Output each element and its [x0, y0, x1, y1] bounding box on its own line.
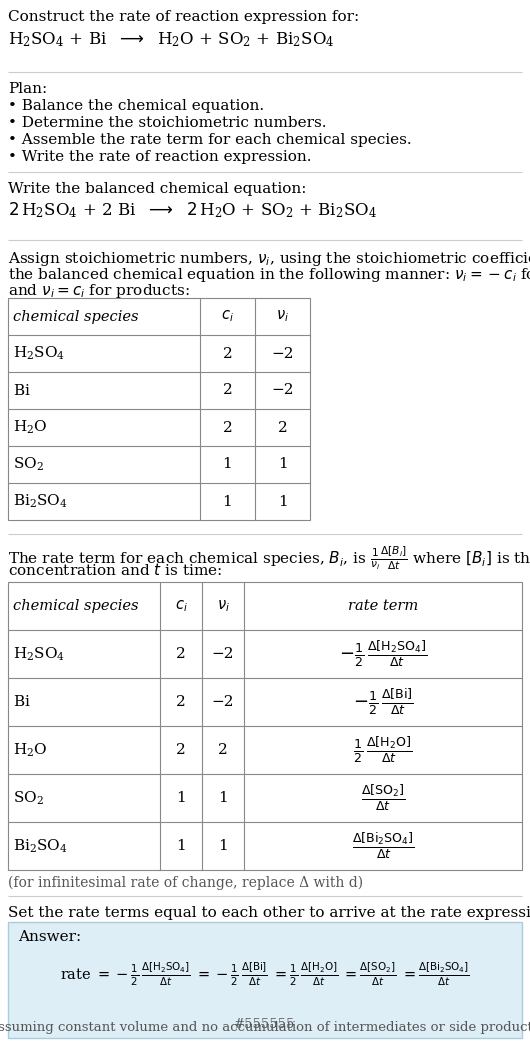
Text: $c_i$: $c_i$ [221, 309, 234, 325]
Text: 2: 2 [278, 421, 287, 434]
Text: 2: 2 [223, 421, 232, 434]
Text: $c_i$: $c_i$ [174, 598, 188, 614]
Text: $\mathregular{H_2SO_4}$: $\mathregular{H_2SO_4}$ [13, 345, 65, 362]
Text: 2: 2 [176, 647, 186, 661]
Text: • Determine the stoichiometric numbers.: • Determine the stoichiometric numbers. [8, 116, 326, 130]
Text: Set the rate terms equal to each other to arrive at the rate expression:: Set the rate terms equal to each other t… [8, 906, 530, 920]
Text: $\nu_i$: $\nu_i$ [276, 309, 289, 325]
Text: $\frac{1}{2}\,\frac{\Delta[\mathrm{H_2O}]}{\Delta t}$: $\frac{1}{2}\,\frac{\Delta[\mathrm{H_2O}… [354, 735, 412, 765]
Text: 2: 2 [218, 743, 228, 757]
Text: concentration and $t$ is time:: concentration and $t$ is time: [8, 562, 222, 578]
Text: 1: 1 [176, 839, 186, 853]
Text: $\mathregular{H_2SO_4}$: $\mathregular{H_2SO_4}$ [13, 645, 65, 663]
Text: $-\frac{1}{2}\,\frac{\Delta[\mathrm{Bi}]}{\Delta t}$: $-\frac{1}{2}\,\frac{\Delta[\mathrm{Bi}]… [352, 687, 413, 717]
Text: $\frac{\Delta[\mathrm{SO_2}]}{\Delta t}$: $\frac{\Delta[\mathrm{SO_2}]}{\Delta t}$ [361, 783, 405, 813]
Text: $2\,\mathregular{H_2SO_4}$ + 2 Bi  $\longrightarrow$  $2\,\mathregular{H_2O}$ + : $2\,\mathregular{H_2SO_4}$ + 2 Bi $\long… [8, 200, 377, 219]
Text: 2: 2 [223, 347, 232, 360]
Text: 1: 1 [176, 791, 186, 805]
Text: rate term: rate term [348, 599, 418, 613]
Bar [8, 298, 310, 520]
Text: Write the balanced chemical equation:: Write the balanced chemical equation: [8, 182, 306, 196]
Text: $\mathregular{SO_2}$: $\mathregular{SO_2}$ [13, 789, 44, 807]
Text: −2: −2 [271, 383, 294, 398]
Text: 2: 2 [176, 743, 186, 757]
Text: Plan:: Plan: [8, 82, 47, 96]
Text: Construct the rate of reaction expression for:: Construct the rate of reaction expressio… [8, 10, 359, 24]
Bar [8, 582, 522, 870]
Text: The rate term for each chemical species, $B_i$, is $\frac{1}{\nu_i}\frac{\Delta[: The rate term for each chemical species,… [8, 544, 530, 572]
Text: $\mathregular{Bi}$: $\mathregular{Bi}$ [13, 694, 31, 710]
Text: $-\frac{1}{2}\,\frac{\Delta[\mathrm{H_2SO_4}]}{\Delta t}$: $-\frac{1}{2}\,\frac{\Delta[\mathrm{H_2S… [339, 639, 427, 669]
Text: 2: 2 [223, 383, 232, 398]
Text: $\mathregular{Bi}$: $\mathregular{Bi}$ [13, 383, 31, 398]
Text: $\frac{\Delta[\mathrm{Bi_2SO_4}]}{\Delta t}$: $\frac{\Delta[\mathrm{Bi_2SO_4}]}{\Delta… [352, 830, 414, 861]
Text: $\mathregular{H_2SO_4}$ + Bi  $\longrightarrow$  $\mathregular{H_2O}$ + $\mathre: $\mathregular{H_2SO_4}$ + Bi $\longright… [8, 30, 334, 49]
Text: $\mathregular{H_2O}$: $\mathregular{H_2O}$ [13, 419, 47, 436]
Text: chemical species: chemical species [13, 599, 138, 613]
Text: −2: −2 [212, 647, 234, 661]
Text: 1: 1 [223, 457, 232, 472]
Text: 1: 1 [278, 495, 287, 508]
Text: −2: −2 [212, 695, 234, 709]
Text: • Assemble the rate term for each chemical species.: • Assemble the rate term for each chemic… [8, 133, 412, 147]
Text: (for infinitesimal rate of change, replace Δ with d): (for infinitesimal rate of change, repla… [8, 876, 363, 891]
Text: $\mathregular{SO_2}$: $\mathregular{SO_2}$ [13, 456, 44, 473]
Text: 2: 2 [176, 695, 186, 709]
Bar [8, 922, 522, 1038]
Text: $\mathregular{Bi_2SO_4}$: $\mathregular{Bi_2SO_4}$ [13, 837, 68, 855]
Text: $\nu_i$: $\nu_i$ [217, 598, 229, 614]
Text: Assign stoichiometric numbers, $\nu_i$, using the stoichiometric coefficients, $: Assign stoichiometric numbers, $\nu_i$, … [8, 250, 530, 268]
Text: Answer:: Answer: [18, 930, 81, 944]
Text: rate $= -\frac{1}{2}\,\frac{\Delta[\mathrm{H_2SO_4}]}{\Delta t}$$\; = -\frac{1}{: rate $= -\frac{1}{2}\,\frac{\Delta[\math… [60, 960, 470, 988]
Text: 1: 1 [278, 457, 287, 472]
Text: $\mathregular{Bi_2SO_4}$: $\mathregular{Bi_2SO_4}$ [13, 493, 68, 511]
Text: 1: 1 [218, 839, 228, 853]
Text: −2: −2 [271, 347, 294, 360]
Text: and $\nu_i = c_i$ for products:: and $\nu_i = c_i$ for products: [8, 282, 190, 300]
Text: the balanced chemical equation in the following manner: $\nu_i = -c_i$ for react: the balanced chemical equation in the fo… [8, 266, 530, 284]
Text: • Balance the chemical equation.: • Balance the chemical equation. [8, 99, 264, 113]
Text: chemical species: chemical species [13, 309, 138, 324]
Text: 1: 1 [218, 791, 228, 805]
Text: • Write the rate of reaction expression.: • Write the rate of reaction expression. [8, 150, 312, 164]
Text: 1: 1 [223, 495, 232, 508]
Text: $\mathregular{H_2O}$: $\mathregular{H_2O}$ [13, 741, 47, 759]
Text: (assuming constant volume and no accumulation of intermediates or side products): (assuming constant volume and no accumul… [0, 1021, 530, 1035]
Text: #555555: #555555 [234, 1018, 296, 1030]
